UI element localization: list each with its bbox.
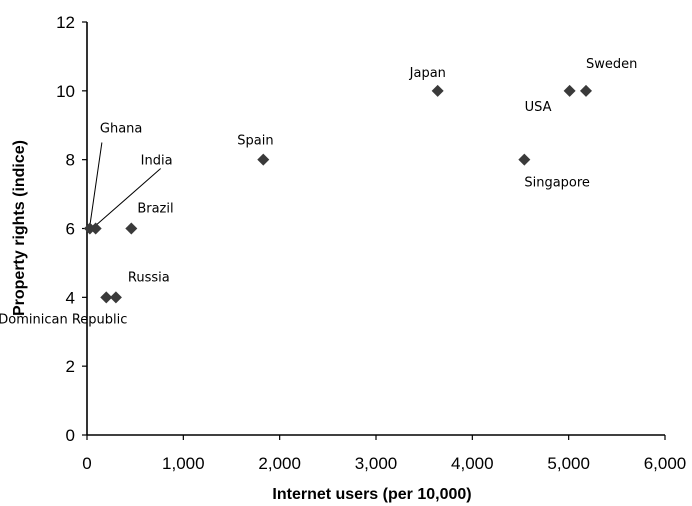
- point-sweden: [580, 84, 593, 97]
- label-singapore: Singapore: [524, 176, 590, 191]
- label-ghana: Ghana: [100, 122, 143, 137]
- y-tick-label: 2: [66, 357, 75, 376]
- label-russia: Russia: [128, 270, 170, 285]
- point-usa: [563, 84, 576, 97]
- axes: 0 2 4 6 8 10 12 0 1,000 2,000 3,000 4,000 5,000 6,000: [56, 13, 686, 473]
- x-tick-label: 0: [82, 454, 91, 473]
- point-singapore: [518, 153, 531, 166]
- label-dominican-republic: Dominican Republic: [0, 312, 127, 327]
- leader-india: [95, 168, 161, 226]
- point-labels: Ghana India Brazil Dominican Republic Russia…: [0, 57, 637, 328]
- point-brazil: [125, 222, 138, 235]
- y-tick-label: 10: [56, 82, 75, 101]
- x-tick-label: 4,000: [451, 454, 494, 473]
- x-tick-label: 6,000: [644, 454, 687, 473]
- point-spain: [257, 153, 270, 166]
- y-tick-label: 12: [56, 13, 75, 32]
- label-sweden: Sweden: [586, 57, 637, 72]
- label-spain: Spain: [237, 134, 273, 149]
- y-tick-label: 6: [66, 220, 75, 239]
- x-tick-label: 3,000: [355, 454, 398, 473]
- x-tick-label: 1,000: [162, 454, 205, 473]
- point-japan: [431, 84, 444, 97]
- label-india: India: [141, 154, 173, 169]
- label-japan: Japan: [409, 66, 446, 81]
- label-leader-lines: [89, 142, 161, 226]
- y-tick-label: 0: [66, 426, 75, 445]
- x-tick-label: 5,000: [547, 454, 590, 473]
- point-dominican-republic: [100, 291, 113, 304]
- point-india: [89, 222, 102, 235]
- y-tick-label: 8: [66, 151, 75, 170]
- label-brazil: Brazil: [137, 202, 173, 217]
- leader-ghana: [89, 142, 103, 226]
- point-russia: [109, 291, 122, 304]
- y-tick-label: 4: [66, 288, 75, 307]
- data-points: [83, 84, 593, 304]
- x-axis-title: Internet users (per 10,000): [272, 486, 471, 503]
- y-axis-title: Property rights (indice): [11, 140, 28, 316]
- x-tick-label: 2,000: [258, 454, 301, 473]
- label-usa: USA: [525, 100, 552, 115]
